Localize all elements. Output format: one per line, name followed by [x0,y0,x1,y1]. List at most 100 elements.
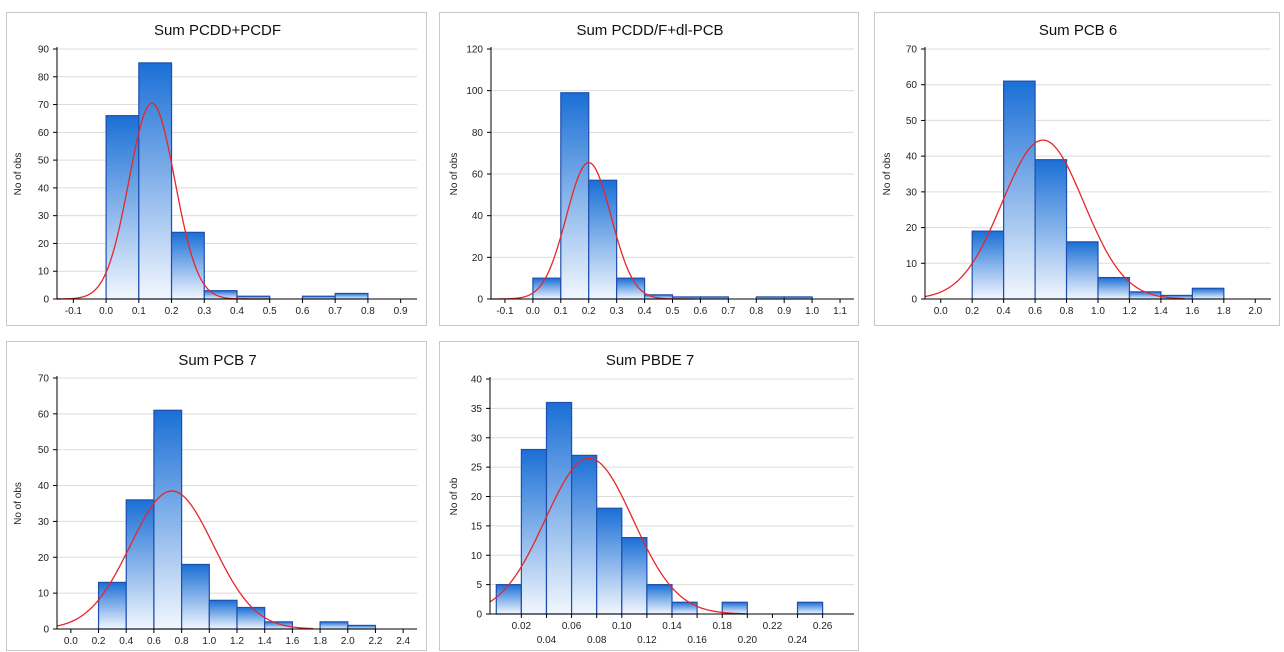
x-tick-label: 0.24 [788,635,808,646]
y-tick-label: 30 [38,517,50,528]
x-tick-label: 0.22 [763,621,783,632]
histogram-panel-sum-pcdd-f-dl-pcb: Sum PCDD/F+dl-PCB No of obs 0 20 40 60 80 100 12… [439,12,859,326]
histogram-bar [495,584,522,615]
x-tick-label: 0.0 [64,636,78,647]
histogram-panel-sum-pbde-7: Sum PBDE 7 No of ob 0 5 10 15 20 25 30 35 40 0.02 0.… [439,341,859,651]
x-tick-label: 0.7 [721,306,735,317]
histogram-bar [319,621,349,630]
x-tick-label: 1.6 [285,636,299,647]
y-tick-label: 30 [471,433,483,444]
x-tick-label: 1.0 [805,306,819,317]
histogram-bar [1191,287,1225,300]
histogram-bar [532,277,562,300]
x-tick-label: 0.0 [99,306,113,317]
x-tick-label: 0.2 [165,306,179,317]
histogram-svg: Sum PCB 6 No of obs 0 10 20 30 40 50 60 70 0.0 0.2 0… [882,22,1271,317]
x-tick-label: 0.5 [263,306,277,317]
chart-title: Sum PBDE 7 [606,352,694,369]
histogram-bar [203,290,238,300]
x-tick-label: 0.7 [328,306,342,317]
y-tick-label: 0 [43,625,49,636]
y-tick-label: 20 [472,253,484,264]
x-tick-label: 0.4 [638,306,652,317]
x-tick-label: 2.4 [396,636,410,647]
x-tick-label: 0.8 [175,636,189,647]
histogram-bar [588,179,618,300]
x-tick-label: 0.06 [562,621,582,632]
x-tick-label: 0.2 [965,306,979,317]
normal-fit-curve [56,490,314,630]
chart-title: Sum PCB 6 [1039,22,1117,39]
y-tick-label: 100 [466,86,483,97]
histogram-bar [796,601,824,615]
y-tick-label: 0 [911,295,917,306]
x-tick-label: 0.4 [997,306,1011,317]
y-tick-label: 80 [38,72,50,83]
x-tick-label: 0.4 [230,306,244,317]
x-tick-label: 1.1 [833,306,847,317]
x-tick-label: 0.3 [610,306,624,317]
x-tick-label: 0.0 [526,306,540,317]
y-tick-label: 50 [906,116,918,127]
x-tick-label: 1.2 [230,636,244,647]
x-tick-label: 0.8 [361,306,375,317]
x-tick-label: 0.6 [296,306,310,317]
y-tick-label: 5 [476,580,482,591]
histogram-panel-sum-pcb-6: Sum PCB 6 No of obs 0 10 20 30 40 50 60 70 0.0 0.2 0… [874,12,1280,326]
y-tick-label: 35 [471,404,483,415]
x-tick-label: 1.6 [1185,306,1199,317]
x-tick-label: 1.8 [313,636,327,647]
histogram-bar [616,277,646,300]
x-tick-label: 0.4 [119,636,133,647]
histogram-bar [570,454,598,615]
y-tick-label: 0 [477,295,483,306]
histogram-svg: Sum PCB 7 No of obs 0 10 20 30 40 50 60 70 0.0 0.2 0… [13,352,417,647]
histogram-bar [105,115,140,300]
y-tick-label: 10 [471,551,483,562]
histogram-bar [596,507,623,615]
histogram-bar [334,292,369,300]
y-tick-label: 50 [38,445,50,456]
histogram-svg: Sum PCDD+PCDF No of obs 0 10 20 30 40 50 60 70 80 9… [13,22,417,317]
histogram-bar [153,409,183,630]
x-tick-label: 0.2 [582,306,596,317]
histogram-bar [971,230,1005,300]
x-tick-label: 0.1 [554,306,568,317]
x-tick-label: 0.6 [1028,306,1042,317]
histogram-bar [97,581,127,630]
histogram-bar [181,563,210,630]
x-tick-label: 2.2 [369,636,383,647]
y-tick-label: 40 [471,375,483,386]
y-tick-label: 10 [38,267,50,278]
histogram-bar [1034,159,1068,300]
x-tick-label: 0.9 [777,306,791,317]
y-tick-label: 90 [38,45,50,56]
x-tick-label: 0.5 [666,306,680,317]
x-tick-label: 1.8 [1217,306,1231,317]
y-tick-label: 20 [38,553,50,564]
histogram-bar [1097,276,1131,300]
histogram-svg: Sum PCDD/F+dl-PCB No of obs 0 20 40 60 80 100 12… [449,22,854,317]
y-tick-label: 50 [38,156,50,167]
x-tick-label: 0.14 [662,621,682,632]
x-tick-label: 2.0 [341,636,355,647]
y-tick-label: 40 [38,481,50,492]
histogram-bar [1065,241,1099,300]
x-tick-label: 0.1 [132,306,146,317]
x-tick-label: 0.02 [512,621,532,632]
histogram-bar [560,92,590,300]
x-tick-label: 0.20 [738,635,758,646]
x-tick-label: 0.2 [92,636,106,647]
y-axis-label: No of obs [449,153,460,196]
chart-title: Sum PCB 7 [178,352,256,369]
x-tick-label: 1.2 [1123,306,1137,317]
y-tick-label: 10 [38,589,50,600]
x-tick-label: 0.8 [749,306,763,317]
histogram-panel-sum-pcb-7: Sum PCB 7 No of obs 0 10 20 30 40 50 60 70 0.0 0.2 0… [6,341,427,651]
y-tick-label: 120 [466,45,483,56]
y-tick-label: 60 [38,128,50,139]
x-tick-label: 1.0 [1091,306,1105,317]
x-tick-label: 1.4 [258,636,272,647]
histogram-bar [208,599,238,630]
histogram-bar [1003,80,1036,300]
